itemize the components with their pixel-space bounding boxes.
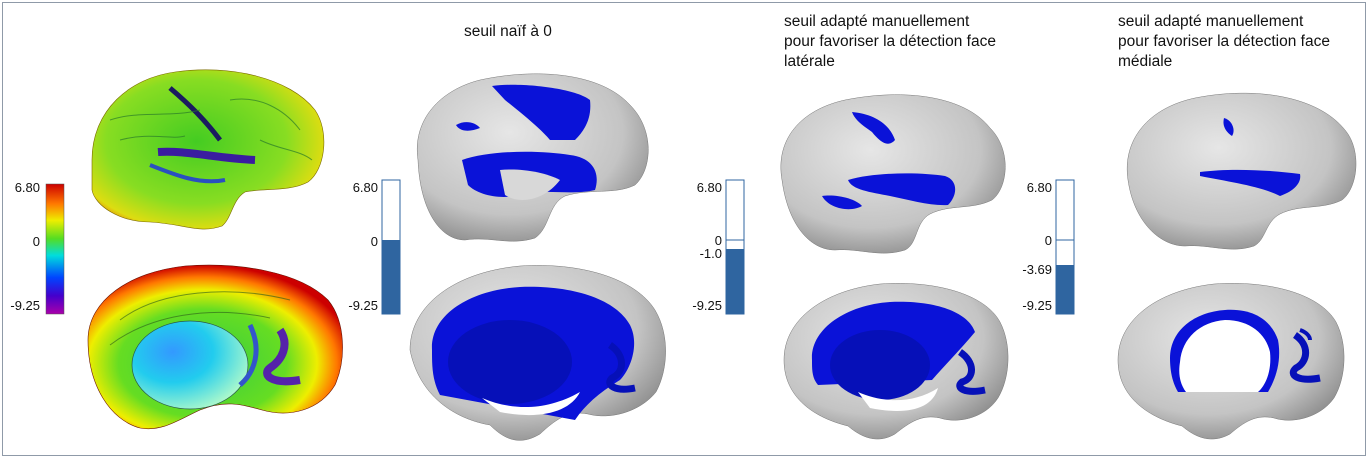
naive-tick-bottom: -9.25 xyxy=(348,298,378,313)
lateral-tick-bottom: -9.25 xyxy=(692,298,722,313)
naive-scale-fill xyxy=(382,240,400,314)
title-medial: seuil adapté manuellement pour favoriser… xyxy=(1118,13,1330,70)
medial-scale-fill xyxy=(1056,265,1074,314)
brain-lateral-colormap xyxy=(91,69,325,230)
lateral-tick-threshold: -1.0 xyxy=(699,246,722,261)
title-naive: seuil naïf à 0 xyxy=(464,23,552,40)
medial-tick-threshold: -3.69 xyxy=(1022,262,1052,277)
title-lateral: seuil adapté manuellement pour favoriser… xyxy=(784,13,996,70)
lateral-tick-zero: 0 xyxy=(714,233,722,248)
lateral-scale-fill xyxy=(726,249,744,314)
naive-tick-top: 6.80 xyxy=(352,180,378,195)
lateral-tick-top: 6.80 xyxy=(696,180,722,195)
medial-tick-bottom: -9.25 xyxy=(1022,298,1052,313)
naive-tick-zero: 0 xyxy=(370,234,378,249)
medial-tick-top: 6.80 xyxy=(1026,180,1052,195)
corpus-callosum-colormap xyxy=(131,320,249,410)
colormap-tick-bottom: -9.25 xyxy=(10,298,40,313)
colorbar xyxy=(45,183,65,315)
medial-tick-zero: 0 xyxy=(1044,233,1052,248)
colormap-tick-zero: 0 xyxy=(32,234,40,249)
colormap-tick-top: 6.80 xyxy=(14,180,40,195)
